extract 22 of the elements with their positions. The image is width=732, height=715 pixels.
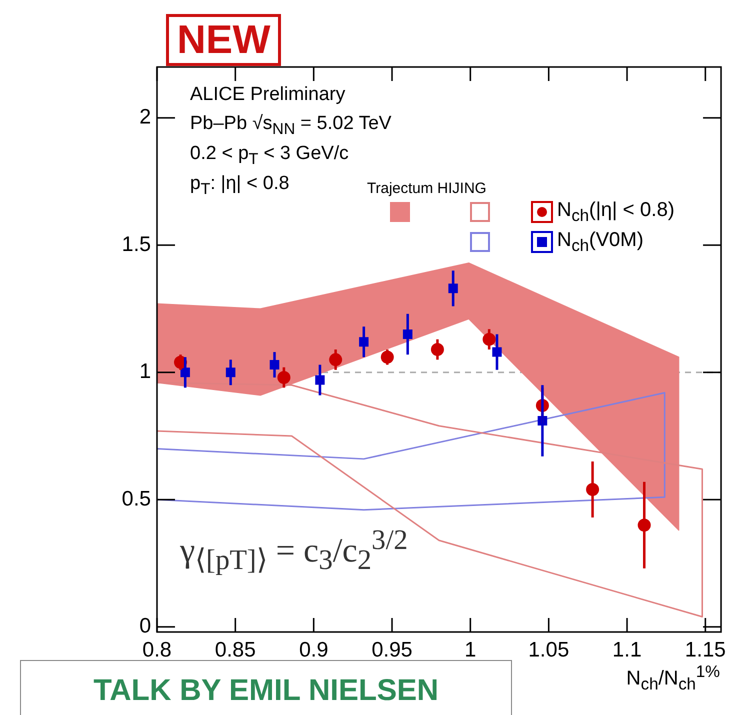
x-tick-label: 1.15	[684, 638, 726, 662]
annotation: ALICE Preliminary	[190, 84, 346, 106]
annotation: Pb–Pb √s$_{NN}$ = 5.02 TeV	[190, 113, 392, 139]
y-tick-label: 0	[139, 614, 151, 638]
x-tick-label: 1.05	[528, 638, 570, 662]
legend-label: N$_{ch}$(V0M)	[557, 228, 644, 256]
x-tick-label: 1	[464, 638, 476, 662]
text: TALK BY EMIL NIELSEN	[20, 660, 512, 715]
y-tick-label: 1	[139, 360, 151, 384]
annotation: 0.2 < p$_{T}$ < 3 GeV/c	[190, 143, 349, 169]
legend-label: N$_{ch}$(|η| < 0.8)	[557, 198, 674, 226]
x-tick-label: 0.95	[372, 638, 412, 662]
y-tick-label: 1.5	[122, 232, 151, 256]
x-tick-label: 1.1	[612, 638, 642, 662]
x-tick-label: 0.85	[214, 638, 256, 662]
x-tick-label: 0.8	[142, 638, 172, 662]
annotation: p$_{T}$: |η| < 0.8	[190, 173, 290, 199]
x-tick-label: 0.9	[299, 638, 328, 662]
legend-title: Trajectum HIJING	[367, 180, 488, 197]
y-tick-label: 2	[139, 106, 151, 129]
text: NEW	[166, 14, 282, 66]
y-tick-label: 0.5	[122, 487, 151, 510]
